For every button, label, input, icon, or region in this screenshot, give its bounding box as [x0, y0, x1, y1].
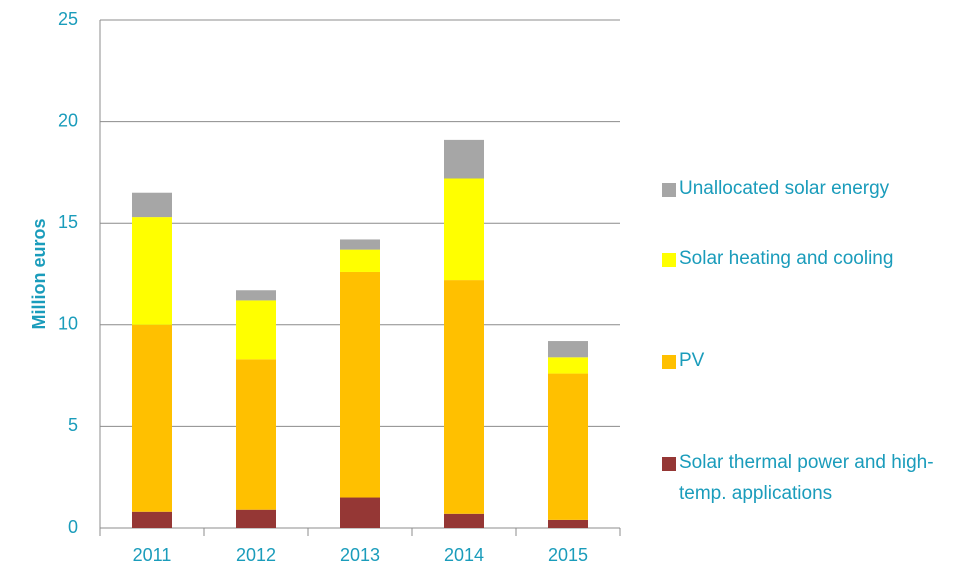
bar-segment — [340, 239, 380, 250]
bar-segment — [132, 511, 172, 528]
legend-swatch — [662, 457, 676, 471]
x-tick-label: 2015 — [548, 545, 588, 565]
bar-segment — [548, 373, 588, 520]
bar-segment — [340, 249, 380, 272]
bar-segment — [444, 513, 484, 528]
bar-segment — [236, 359, 276, 510]
x-tick-label: 2012 — [236, 545, 276, 565]
bar-segment — [340, 271, 380, 498]
x-tick-label: 2014 — [444, 545, 484, 565]
bar-segment — [236, 290, 276, 301]
x-tick-label: 2011 — [133, 545, 172, 565]
bar-segment — [548, 519, 588, 528]
bar-segment — [132, 192, 172, 218]
legend-label: Solar thermal power and high-temp. appli… — [679, 452, 934, 504]
bar-segment — [444, 139, 484, 179]
y-tick-label: 20 — [58, 110, 78, 130]
bar-segment — [444, 178, 484, 281]
y-tick-label: 10 — [58, 314, 78, 334]
bar-segment — [548, 341, 588, 358]
bar-segment — [132, 217, 172, 325]
bar-segment — [236, 509, 276, 528]
y-tick-label: 5 — [68, 415, 78, 435]
legend-label: Unallocated solar energy — [679, 178, 890, 199]
bar-segment — [548, 357, 588, 374]
x-tick-label: 2013 — [340, 545, 380, 565]
legend-label: PV — [679, 350, 705, 371]
legend-swatch — [662, 183, 676, 197]
y-tick-label: 0 — [68, 517, 78, 537]
bar-segment — [236, 300, 276, 360]
y-axis-label: Million euros — [29, 218, 49, 329]
legend-swatch — [662, 253, 676, 267]
bar-segment — [132, 324, 172, 512]
bar-segment — [444, 280, 484, 514]
y-tick-label: 15 — [58, 212, 78, 232]
y-tick-label: 25 — [58, 9, 78, 29]
legend-swatch — [662, 355, 676, 369]
legend-label: Solar heating and cooling — [679, 248, 894, 269]
bar-segment — [340, 497, 380, 528]
